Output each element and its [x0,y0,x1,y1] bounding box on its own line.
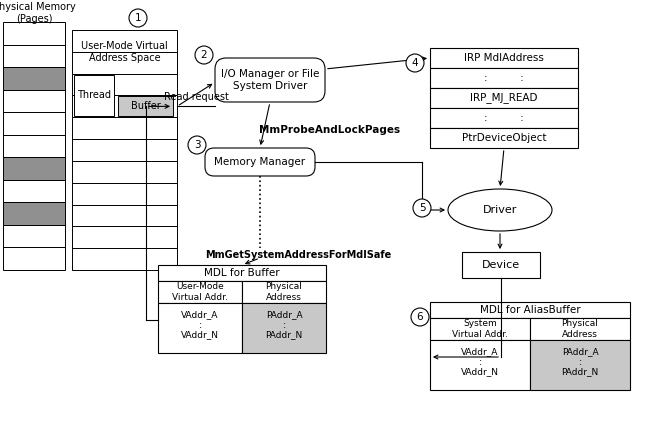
Text: MDL for Buffer: MDL for Buffer [204,268,280,278]
Bar [72,161,177,183]
Bar [3,247,65,270]
Text: IRP MdlAddress: IRP MdlAddress [464,53,544,63]
Bar [3,180,65,203]
Bar [72,73,177,95]
Text: VAddr_A: VAddr_A [462,347,499,357]
Text: 5: 5 [419,203,425,213]
Bar [72,205,177,226]
Text: Device: Device [482,260,520,270]
Text: :          :: : : [484,73,524,83]
Text: VAddr_N: VAddr_N [461,368,499,376]
Circle shape [195,46,213,64]
Bar [530,340,630,390]
Text: PAddr_N: PAddr_N [265,330,303,340]
Text: MmGetSystemAddressForMdlSafe: MmGetSystemAddressForMdlSafe [205,250,391,260]
Bar [3,67,65,89]
Text: :          :: : : [484,113,524,123]
Text: 3: 3 [194,140,200,150]
Text: PAddr_A: PAddr_A [266,311,302,319]
Bar [530,318,630,340]
Text: :: : [282,320,285,330]
Text: Memory Manager: Memory Manager [214,157,306,167]
Text: MDL for AliasBuffer: MDL for AliasBuffer [480,305,580,315]
Text: :: : [578,357,582,367]
Text: Driver: Driver [483,205,517,215]
Bar [242,303,326,353]
Bar [158,265,326,281]
Bar [3,45,65,67]
Circle shape [406,54,424,72]
Circle shape [188,136,206,154]
Text: System
Virtual Addr.: System Virtual Addr. [452,319,508,339]
Bar [430,88,578,108]
Text: Physical Memory
(Pages): Physical Memory (Pages) [0,2,75,24]
Bar [3,157,65,180]
Circle shape [413,199,431,217]
Bar [3,203,65,225]
Bar [3,225,65,247]
Text: MmProbeAndLockPages: MmProbeAndLockPages [259,125,400,135]
Bar [430,128,578,148]
Text: Physical
Address: Physical Address [562,319,599,339]
Text: :: : [478,357,482,367]
Bar [72,52,177,73]
Text: 4: 4 [411,58,419,68]
Text: I/O Manager or File
System Driver: I/O Manager or File System Driver [221,69,319,91]
Text: VAddr_A: VAddr_A [181,311,218,319]
Text: PAddr_A: PAddr_A [562,347,598,357]
Bar [430,68,578,88]
Text: Physical
Address: Physical Address [266,282,302,302]
Bar [242,281,326,303]
Text: Read request: Read request [164,92,228,103]
Bar [430,48,578,68]
FancyBboxPatch shape [215,58,325,102]
Bar [158,281,242,303]
Bar [430,340,530,390]
Bar [3,89,65,112]
Bar [430,108,578,128]
Text: IRP_MJ_READ: IRP_MJ_READ [470,92,538,103]
Bar [3,22,65,45]
Bar [118,97,173,116]
Text: :: : [198,320,202,330]
FancyBboxPatch shape [205,148,315,176]
Bar [430,318,530,340]
Text: VAddr_N: VAddr_N [181,330,219,340]
Text: 2: 2 [201,50,207,60]
Bar [72,183,177,205]
Bar [72,139,177,161]
Bar [72,248,177,270]
Text: 1: 1 [135,13,141,23]
Ellipse shape [448,189,552,231]
Circle shape [129,9,147,27]
Text: User-Mode Virtual
Address Space: User-Mode Virtual Address Space [81,41,168,62]
Bar [430,302,630,318]
Text: Buffer: Buffer [131,101,161,111]
Bar [462,252,540,278]
Bar [3,135,65,157]
Text: 6: 6 [417,312,423,322]
Text: PAddr_N: PAddr_N [562,368,599,376]
Bar [3,112,65,135]
Text: Thread: Thread [77,90,111,100]
Text: PtrDeviceObject: PtrDeviceObject [462,133,546,143]
Bar [72,95,177,117]
Bar [72,30,177,52]
Bar [158,303,242,353]
Text: User-Mode
Virtual Addr.: User-Mode Virtual Addr. [172,282,228,302]
Circle shape [411,308,429,326]
Bar [72,117,177,139]
Bar [74,75,114,116]
Bar [72,226,177,248]
